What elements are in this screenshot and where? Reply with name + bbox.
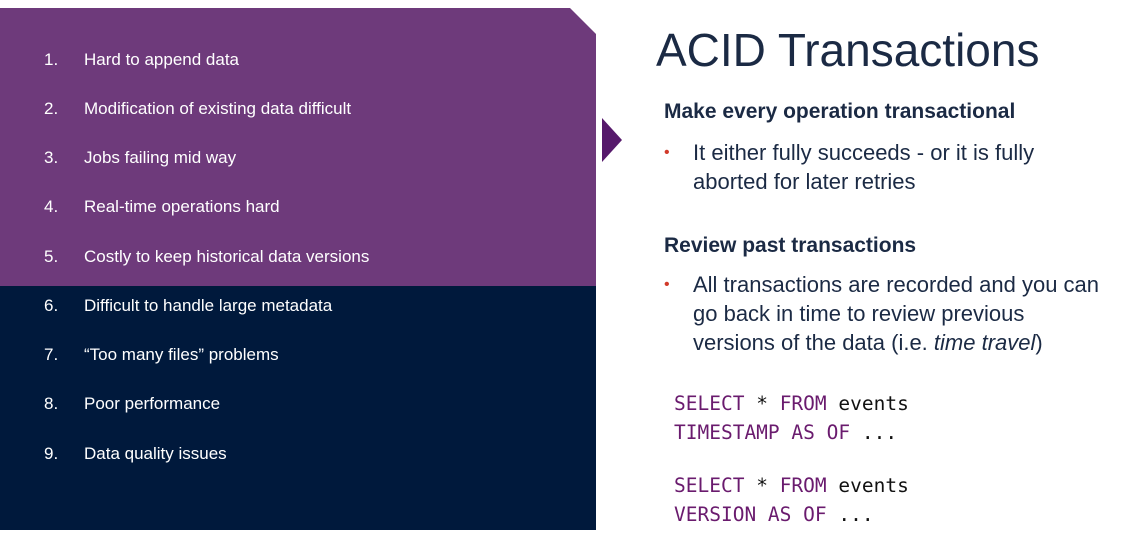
- issue-text: Real-time operations hard: [84, 197, 280, 216]
- issue-number: 4.: [44, 197, 59, 216]
- bullet-line: versions of the data (i.e. time travel): [693, 330, 1043, 355]
- issue-number: 2.: [44, 99, 59, 118]
- bullet-line-suffix: ): [1035, 330, 1043, 355]
- bullet-line: It either fully succeeds - or it is full…: [693, 140, 1035, 165]
- bullet-text: All transactions are recorded and you ca…: [693, 270, 1099, 357]
- issue-text: Modification of existing data difficult: [84, 99, 352, 118]
- section-heading: Make every operation transactional: [664, 100, 1016, 123]
- issue-number: 9.: [44, 444, 59, 463]
- code-keyword: SELECT: [674, 392, 745, 415]
- code-keyword: FROM: [779, 392, 827, 415]
- issue-text: Hard to append data: [84, 50, 240, 69]
- code-block: SELECT * FROM events VERSION AS OF ...: [674, 471, 909, 529]
- issue-text: Jobs failing mid way: [84, 148, 237, 167]
- bullet-line-italic: time travel: [933, 330, 1036, 355]
- slide-title: ACID Transactions: [656, 24, 1040, 76]
- issue-item: 3. Jobs failing mid way: [0, 143, 596, 173]
- bullet-text: It either fully succeeds - or it is full…: [693, 138, 1034, 196]
- bullet-dot-icon: •: [664, 144, 670, 161]
- issue-number: 7.: [44, 345, 59, 364]
- issue-text: Costly to keep historical data versions: [84, 247, 370, 266]
- code-text: *: [744, 474, 780, 497]
- purple-panel: [0, 8, 596, 286]
- issue-number: 5.: [44, 247, 59, 266]
- code-text: events: [826, 392, 909, 415]
- code-keyword: SELECT: [674, 474, 745, 497]
- issue-item: 9. Data quality issues: [0, 439, 596, 469]
- issue-text: “Too many files” problems: [84, 345, 279, 364]
- code-block: SELECT * FROM events TIMESTAMP AS OF ...: [674, 389, 909, 447]
- issue-item: 5. Costly to keep historical data versio…: [0, 242, 596, 272]
- code-keyword: TIMESTAMP AS OF: [674, 421, 851, 444]
- issue-item: 8. Poor performance: [0, 389, 596, 419]
- issue-number: 3.: [44, 148, 59, 167]
- issue-item: 7. “Too many files” problems: [0, 340, 596, 370]
- navy-panel: [0, 286, 596, 530]
- arrow-right-icon: [602, 118, 622, 162]
- issue-number: 8.: [44, 394, 59, 413]
- issue-number: 1.: [44, 50, 59, 69]
- issue-item: 2. Modification of existing data difficu…: [0, 94, 596, 124]
- issue-text: Difficult to handle large metadata: [84, 296, 333, 315]
- issue-text: Data quality issues: [84, 444, 227, 463]
- bullet-line: All transactions are recorded and you ca…: [693, 272, 1100, 297]
- code-keyword: FROM: [779, 474, 827, 497]
- issue-number: 6.: [44, 296, 59, 315]
- code-text: *: [744, 392, 780, 415]
- bullet-line: aborted for later retries: [693, 169, 916, 194]
- issue-text: Poor performance: [84, 394, 221, 413]
- issue-item: 6. Difficult to handle large metadata: [0, 291, 596, 321]
- bullet-dot-icon: •: [664, 276, 670, 293]
- section-heading: Review past transactions: [664, 234, 917, 257]
- code-keyword: VERSION AS OF: [674, 503, 827, 526]
- bullet-line-prefix: versions of the data (i.e.: [693, 330, 934, 355]
- bullet-line: go back in time to review previous: [693, 301, 1025, 326]
- code-text: ...: [850, 421, 898, 444]
- issue-item: 4. Real-time operations hard: [0, 192, 596, 222]
- code-text: events: [826, 474, 909, 497]
- issue-item: 1. Hard to append data: [0, 45, 596, 75]
- code-text: ...: [826, 503, 874, 526]
